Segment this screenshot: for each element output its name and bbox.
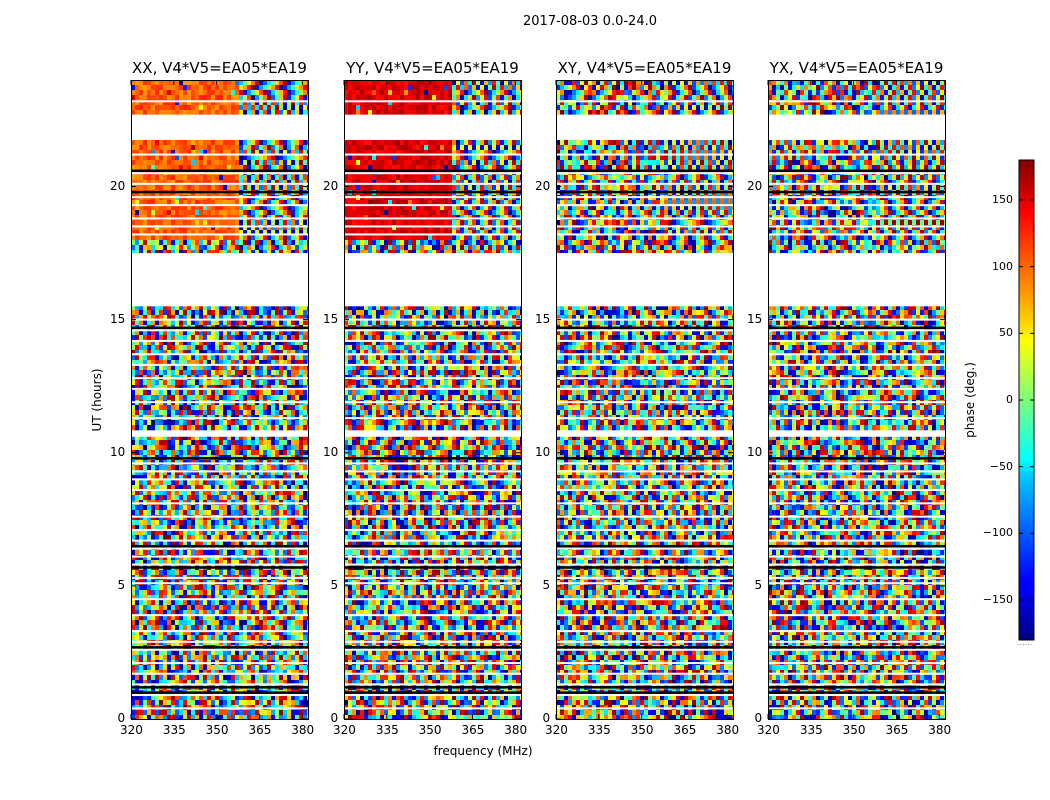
x-tick-label: 380 [504, 723, 527, 737]
heatmap-cells [768, 80, 945, 719]
heatmap-panel-xx [130, 80, 309, 720]
x-tick-label: 335 [588, 723, 611, 737]
colorbar-extra-text: ...... [1017, 638, 1032, 647]
y-tick-label: 10 [323, 445, 338, 459]
x-tick-label: 320 [333, 723, 356, 737]
y-tick-label: 20 [535, 179, 550, 193]
y-tick-label: 0 [118, 711, 126, 725]
axes-frame [556, 80, 734, 720]
colorbar-tick-label: −100 [983, 526, 1013, 539]
y-tick-label: 20 [323, 179, 338, 193]
y-tick-label: 20 [747, 179, 762, 193]
y-tick-label: 0 [331, 711, 339, 725]
x-tick-label: 380 [716, 723, 739, 737]
colorbar-tick-label: −50 [990, 460, 1013, 473]
colorbar-tick-label: 50 [999, 326, 1013, 339]
axes-frame [768, 80, 946, 720]
colorbar-tick-label: 100 [992, 260, 1013, 273]
x-tick-label: 365 [461, 723, 484, 737]
x-tick-label: 320 [757, 723, 780, 737]
panel-title-yy: YY, V4*V5=EA05*EA19 [324, 59, 541, 77]
x-tick-label: 365 [885, 723, 908, 737]
x-tick-label: 320 [545, 723, 568, 737]
x-tick-label: 350 [419, 723, 442, 737]
axes-frame [344, 80, 522, 720]
y-tick-label: 15 [110, 312, 125, 326]
x-tick-label: 350 [843, 723, 866, 737]
heatmap-panel-yy [343, 80, 522, 720]
x-tick-label: 335 [376, 723, 399, 737]
y-tick-label: 15 [535, 312, 550, 326]
heatmap-cells [556, 80, 733, 719]
y-tick-label: 5 [543, 578, 551, 592]
y-tick-label: 5 [755, 578, 763, 592]
y-tick-label: 10 [110, 445, 125, 459]
panel-title-xy: XY, V4*V5=EA05*EA19 [536, 59, 753, 77]
x-tick-label: 350 [206, 723, 229, 737]
y-tick-label: 10 [535, 445, 550, 459]
y-tick-label: 5 [331, 578, 339, 592]
heatmap-cells [344, 80, 521, 719]
x-tick-label: 350 [631, 723, 654, 737]
colorbar-tick-label: −150 [983, 593, 1013, 606]
x-tick-label: 365 [248, 723, 271, 737]
y-tick-label: 10 [747, 445, 762, 459]
colorbar-tick-label: 150 [992, 193, 1013, 206]
y-tick-label: 15 [323, 312, 338, 326]
heatmap-cells [131, 80, 308, 719]
y-tick-label: 0 [755, 711, 763, 725]
y-tick-label: 5 [118, 578, 126, 592]
x-tick-label: 335 [163, 723, 186, 737]
figure-title: 2017-08-03 0.0-24.0 [0, 14, 1050, 29]
y-tick-label: 15 [747, 312, 762, 326]
x-tick-label: 320 [120, 723, 143, 737]
axes-frame [131, 80, 309, 720]
x-axis-label: frequency (MHz) [433, 744, 532, 758]
panel-title-yx: YX, V4*V5=EA05*EA19 [748, 59, 965, 77]
x-tick-label: 380 [291, 723, 314, 737]
x-tick-label: 335 [800, 723, 823, 737]
x-tick-label: 365 [673, 723, 696, 737]
y-tick-label: 20 [110, 179, 125, 193]
heatmap-panel-yx [767, 80, 946, 720]
heatmap-panel-xy [555, 80, 734, 720]
panel-title-xx: XX, V4*V5=EA05*EA19 [111, 59, 328, 77]
colorbar-tick-label: 0 [1006, 393, 1013, 406]
y-tick-label: 0 [543, 711, 551, 725]
x-tick-label: 380 [928, 723, 951, 737]
